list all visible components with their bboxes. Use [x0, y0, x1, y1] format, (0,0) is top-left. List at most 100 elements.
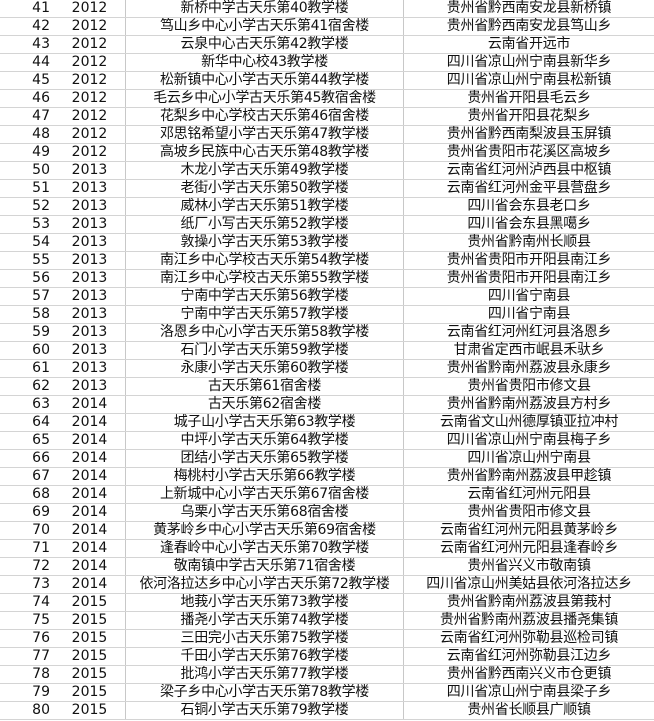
year-cell[interactable]: 2012 [54, 71, 126, 90]
row-number-cell[interactable]: 59 [0, 323, 54, 342]
year-cell[interactable]: 2014 [54, 467, 126, 486]
year-cell[interactable]: 2014 [54, 575, 126, 594]
row-number-cell[interactable]: 71 [0, 539, 54, 558]
building-name-cell[interactable]: 新桥中学古天乐第40教学楼 [125, 0, 404, 18]
building-name-cell[interactable]: 威林小学古天乐第51教学楼 [125, 197, 404, 216]
year-cell[interactable]: 2013 [54, 305, 126, 324]
location-cell[interactable]: 云南省红河州弥勒县巡检司镇 [403, 629, 654, 648]
location-cell[interactable]: 贵州省黔南州荔波县播尧集镇 [403, 611, 654, 630]
row-number-cell[interactable]: 47 [0, 107, 54, 126]
location-cell[interactable]: 贵州省黔南州长顺县 [403, 233, 654, 252]
location-cell[interactable]: 贵州省黔西南梨波县玉屏镇 [403, 125, 654, 144]
row-number-cell[interactable]: 62 [0, 377, 54, 396]
year-cell[interactable]: 2012 [54, 0, 126, 18]
building-name-cell[interactable]: 依河洛拉达乡中心小学古天乐第72教学楼 [125, 575, 404, 594]
building-name-cell[interactable]: 新华中心校43教学楼 [125, 53, 404, 72]
year-cell[interactable]: 2015 [54, 701, 126, 720]
row-number-cell[interactable]: 73 [0, 575, 54, 594]
location-cell[interactable]: 贵州省长顺县广顺镇 [403, 701, 654, 720]
building-name-cell[interactable]: 永康小学古天乐第60教学楼 [125, 359, 404, 378]
location-cell[interactable]: 贵州省黔南州荔波县甲趁镇 [403, 467, 654, 486]
year-cell[interactable]: 2013 [54, 215, 126, 234]
location-cell[interactable]: 四川省凉山州宁南县新华乡 [403, 53, 654, 72]
location-cell[interactable]: 贵州省贵阳市修文县 [403, 377, 654, 396]
building-name-cell[interactable]: 乌栗小学古天乐第68宿舍楼 [125, 503, 404, 522]
building-name-cell[interactable]: 古天乐第62宿舍楼 [125, 395, 404, 414]
row-number-cell[interactable]: 45 [0, 71, 54, 90]
building-name-cell[interactable]: 木龙小学古天乐第49教学楼 [125, 161, 404, 180]
year-cell[interactable]: 2012 [54, 35, 126, 54]
location-cell[interactable]: 四川省宁南县 [403, 305, 654, 324]
year-cell[interactable]: 2014 [54, 503, 126, 522]
row-number-cell[interactable]: 56 [0, 269, 54, 288]
year-cell[interactable]: 2014 [54, 395, 126, 414]
building-name-cell[interactable]: 花梨乡中心学校古天乐第46宿舍楼 [125, 107, 404, 126]
location-cell[interactable]: 贵州省贵阳市修文县 [403, 503, 654, 522]
building-name-cell[interactable]: 笃山乡中心小学古天乐第41宿舍楼 [125, 17, 404, 36]
row-number-cell[interactable]: 75 [0, 611, 54, 630]
building-name-cell[interactable]: 中坪小学古天乐第64教学楼 [125, 431, 404, 450]
building-name-cell[interactable]: 石铜小学古天乐第79教学楼 [125, 701, 404, 720]
building-name-cell[interactable]: 三田完小古天乐第75教学楼 [125, 629, 404, 648]
building-name-cell[interactable]: 南江乡中心学校古天乐第54教学楼 [125, 251, 404, 270]
building-name-cell[interactable]: 松新镇中心小学古天乐第44教学楼 [125, 71, 404, 90]
row-number-cell[interactable]: 55 [0, 251, 54, 270]
year-cell[interactable]: 2014 [54, 431, 126, 450]
row-number-cell[interactable]: 67 [0, 467, 54, 486]
location-cell[interactable]: 贵州省黔南州荔波县永康乡 [403, 359, 654, 378]
row-number-cell[interactable]: 52 [0, 197, 54, 216]
row-number-cell[interactable]: 41 [0, 0, 54, 18]
building-name-cell[interactable]: 石门小学古天乐第59教学楼 [125, 341, 404, 360]
row-number-cell[interactable]: 42 [0, 17, 54, 36]
location-cell[interactable]: 甘肃省定西市岷县禾驮乡 [403, 341, 654, 360]
building-name-cell[interactable]: 千田小学古天乐第76教学楼 [125, 647, 404, 666]
year-cell[interactable]: 2014 [54, 449, 126, 468]
row-number-cell[interactable]: 60 [0, 341, 54, 360]
year-cell[interactable]: 2015 [54, 683, 126, 702]
year-cell[interactable]: 2013 [54, 269, 126, 288]
row-number-cell[interactable]: 70 [0, 521, 54, 540]
row-number-cell[interactable]: 51 [0, 179, 54, 198]
row-number-cell[interactable]: 64 [0, 413, 54, 432]
year-cell[interactable]: 2013 [54, 377, 126, 396]
year-cell[interactable]: 2015 [54, 629, 126, 648]
row-number-cell[interactable]: 78 [0, 665, 54, 684]
row-number-cell[interactable]: 63 [0, 395, 54, 414]
location-cell[interactable]: 四川省凉山州美姑县依河洛拉达乡 [403, 575, 654, 594]
building-name-cell[interactable]: 宁南中学古天乐第57教学楼 [125, 305, 404, 324]
location-cell[interactable]: 云南省红河州元阳县黄茅岭乡 [403, 521, 654, 540]
year-cell[interactable]: 2012 [54, 107, 126, 126]
row-number-cell[interactable]: 53 [0, 215, 54, 234]
year-cell[interactable]: 2012 [54, 143, 126, 162]
year-cell[interactable]: 2015 [54, 647, 126, 666]
year-cell[interactable]: 2012 [54, 53, 126, 72]
building-name-cell[interactable]: 老街小学古天乐第50教学楼 [125, 179, 404, 198]
building-name-cell[interactable]: 毛云乡中心小学古天乐第45教宿舍楼 [125, 89, 404, 108]
year-cell[interactable]: 2013 [54, 341, 126, 360]
building-name-cell[interactable]: 古天乐第61宿舍楼 [125, 377, 404, 396]
building-name-cell[interactable]: 宁南中学古天乐第56教学楼 [125, 287, 404, 306]
building-name-cell[interactable]: 云泉中心古天乐第42教学楼 [125, 35, 404, 54]
row-number-cell[interactable]: 54 [0, 233, 54, 252]
year-cell[interactable]: 2013 [54, 161, 126, 180]
year-cell[interactable]: 2012 [54, 125, 126, 144]
location-cell[interactable]: 贵州省黔西南安龙县新桥镇 [403, 0, 654, 18]
building-name-cell[interactable]: 播尧小学古天乐第74教学楼 [125, 611, 404, 630]
location-cell[interactable]: 云南省红河州元阳县逢春岭乡 [403, 539, 654, 558]
year-cell[interactable]: 2014 [54, 413, 126, 432]
building-name-cell[interactable]: 梅桃村小学古天乐第66教学楼 [125, 467, 404, 486]
row-number-cell[interactable]: 61 [0, 359, 54, 378]
location-cell[interactable]: 贵州省贵阳市开阳县南江乡 [403, 251, 654, 270]
location-cell[interactable]: 贵州省贵阳市花溪区高坡乡 [403, 143, 654, 162]
year-cell[interactable]: 2015 [54, 611, 126, 630]
year-cell[interactable]: 2013 [54, 359, 126, 378]
location-cell[interactable]: 云南省文山州德厚镇亚拉冲村 [403, 413, 654, 432]
year-cell[interactable]: 2012 [54, 89, 126, 108]
year-cell[interactable]: 2013 [54, 197, 126, 216]
location-cell[interactable]: 四川省会东县老口乡 [403, 197, 654, 216]
row-number-cell[interactable]: 65 [0, 431, 54, 450]
location-cell[interactable]: 云南省红河州金平县营盘乡 [403, 179, 654, 198]
year-cell[interactable]: 2015 [54, 593, 126, 612]
building-name-cell[interactable]: 洛恩乡中心小学古天乐第58教学楼 [125, 323, 404, 342]
row-number-cell[interactable]: 76 [0, 629, 54, 648]
